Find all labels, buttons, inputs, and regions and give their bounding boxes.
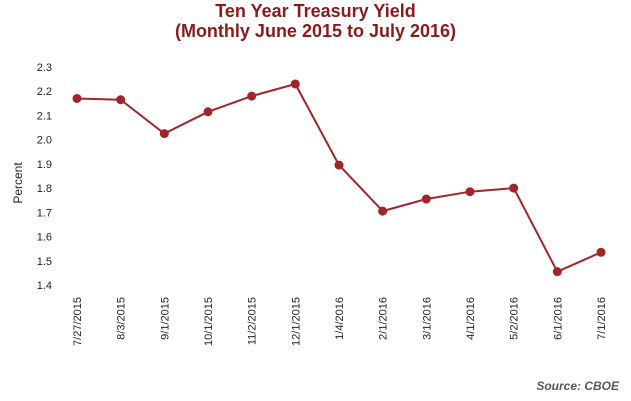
x-tick-label: 3/1/2016 bbox=[421, 297, 433, 340]
x-tick-label: 11/2/2015 bbox=[247, 297, 259, 345]
x-tick-label: 7/27/2015 bbox=[72, 297, 84, 346]
x-tick-label: 2/1/2016 bbox=[378, 297, 390, 340]
x-tick-label: 7/1/2016 bbox=[596, 297, 608, 340]
data-point bbox=[159, 129, 169, 139]
y-tick-label: 1.9 bbox=[37, 159, 52, 171]
y-tick-label: 1.7 bbox=[37, 207, 52, 219]
y-tick-label: 1.6 bbox=[37, 232, 52, 244]
source-note: Source: CBOE bbox=[536, 379, 619, 393]
data-point bbox=[290, 79, 300, 89]
chart-title: Ten Year Treasury Yield bbox=[215, 1, 416, 21]
x-tick-label: 5/2/2016 bbox=[509, 297, 521, 340]
x-tick-label: 1/4/2016 bbox=[334, 297, 346, 340]
data-point bbox=[596, 247, 606, 257]
data-point bbox=[509, 183, 519, 193]
y-tick-label: 2.0 bbox=[37, 135, 52, 147]
y-tick-label: 2.2 bbox=[37, 86, 52, 98]
y-axis-title: Percent bbox=[11, 162, 25, 204]
data-point bbox=[378, 206, 388, 216]
y-tick-label: 1.5 bbox=[37, 256, 52, 268]
x-tick-label: 4/1/2016 bbox=[465, 297, 477, 340]
chart-subtitle: (Monthly June 2015 to July 2016) bbox=[174, 21, 457, 41]
data-point bbox=[421, 194, 431, 204]
series-line bbox=[76, 83, 602, 273]
data-point bbox=[552, 267, 562, 277]
data-point bbox=[465, 187, 475, 197]
data-point bbox=[334, 160, 344, 170]
x-tick-label: 6/1/2016 bbox=[552, 297, 564, 340]
data-point bbox=[203, 107, 213, 117]
x-tick-label: 10/1/2015 bbox=[203, 297, 215, 346]
data-point bbox=[247, 91, 257, 101]
y-tick-label: 2.3 bbox=[37, 62, 52, 74]
x-tick-label: 9/1/2015 bbox=[159, 297, 171, 340]
x-tick-label: 12/1/2015 bbox=[290, 297, 302, 346]
y-tick-label: 2.1 bbox=[37, 110, 52, 122]
x-tick-label: 8/3/2015 bbox=[116, 297, 128, 340]
data-point bbox=[72, 93, 82, 103]
y-tick-label: 1.4 bbox=[37, 280, 52, 292]
data-point bbox=[116, 95, 126, 105]
y-tick-label: 1.8 bbox=[37, 183, 52, 195]
